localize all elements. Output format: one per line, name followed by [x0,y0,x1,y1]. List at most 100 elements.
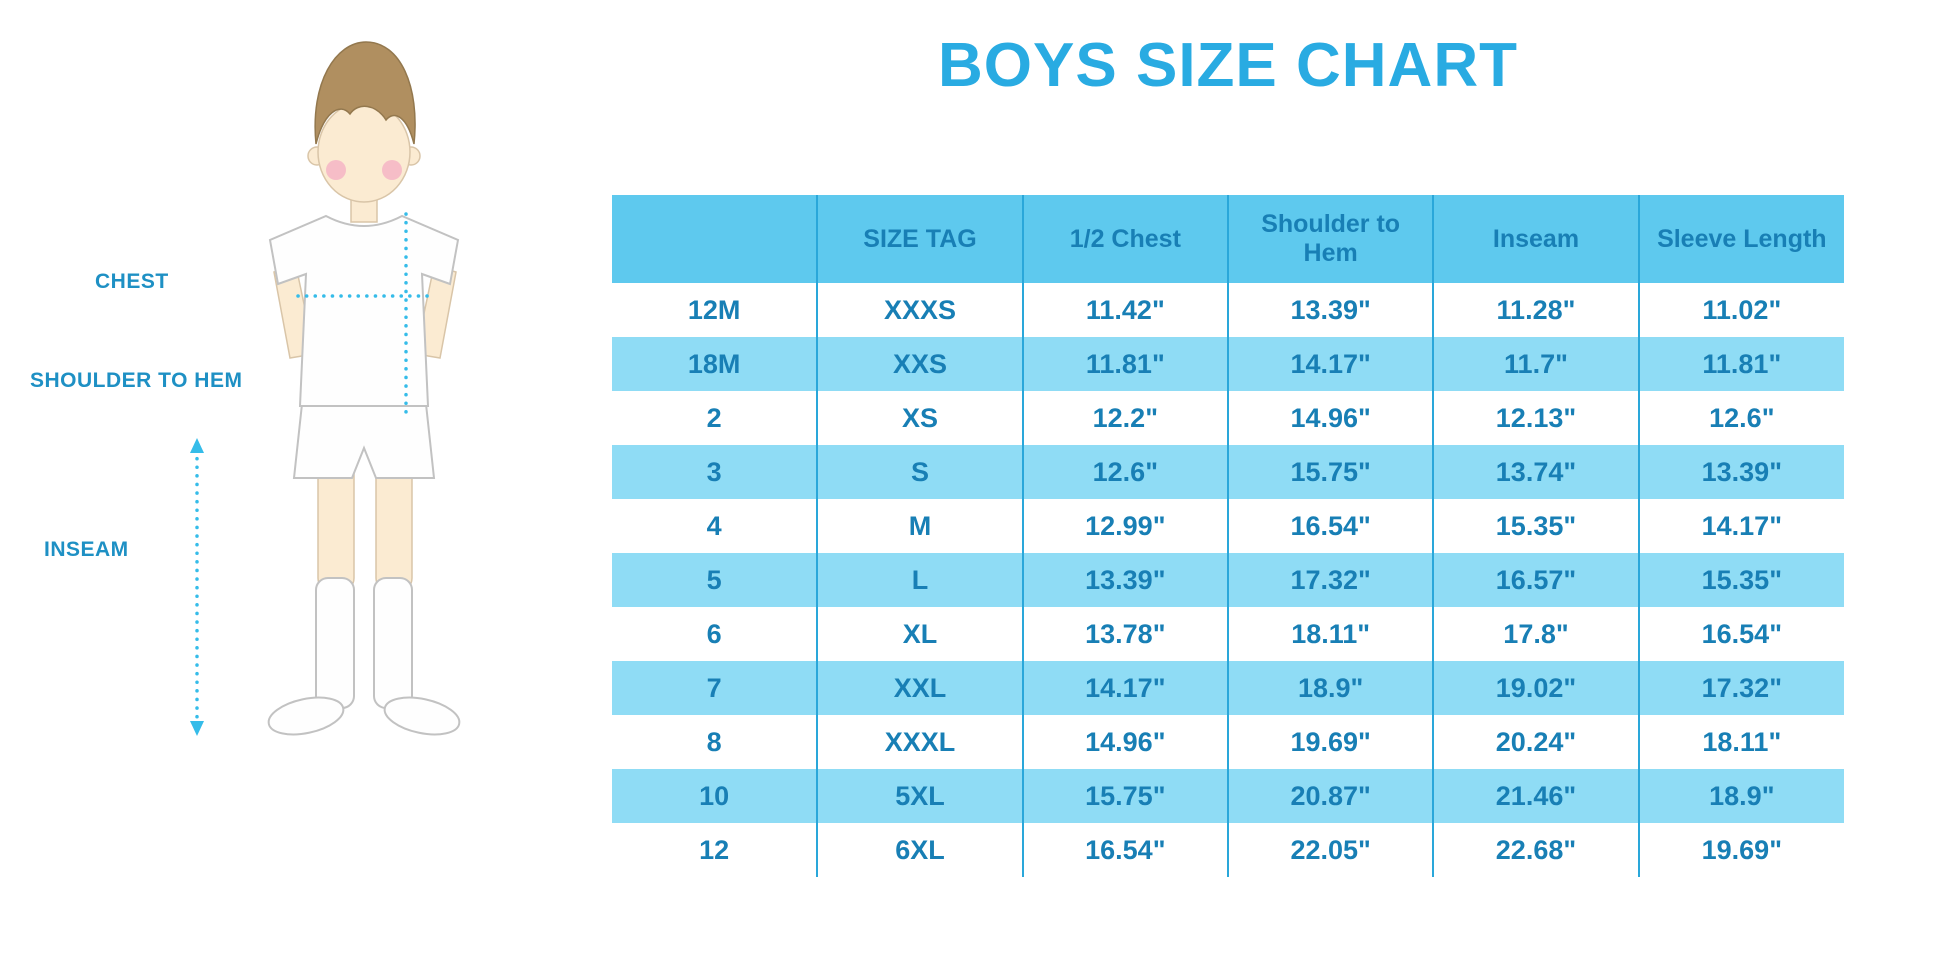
table-cell: 19.69" [1637,823,1844,877]
header-row: SIZE TAG 1/2 Chest Shoulder to Hem Inseam Sl… [612,195,1844,283]
table-row: 10 5XL 15.75" 20.87" 21.46" 18.9" [612,769,1844,823]
left-blush [326,160,346,180]
inseam-arrow-top [190,438,204,453]
table-cell: 12 [699,834,730,865]
table-cell: 19.69" [1226,715,1434,769]
table-row: 6 XL 13.78" 18.11" 17.8" 16.54" [612,607,1844,661]
table-cell: 18.9" [1226,661,1434,715]
chest-label: CHEST [95,270,169,293]
table-cell: 17.32" [1637,661,1844,715]
table-cell: 14.17" [1226,337,1434,391]
inseam-label: INSEAM [44,538,129,561]
table-cell: 12.13" [1432,391,1639,445]
shoulder-to-hem-label: SHOULDER TO HEM [30,369,243,392]
table-row: 12 6XL 16.54" 22.05" 22.68" 19.69" [612,823,1844,877]
page-title: BOYS SIZE CHART [938,31,1518,100]
table-body: 12M XXXS 11.42" 13.39" 11.28" 11.02" 18M XXS 11.… [612,283,1844,877]
table-cell: 11.7" [1432,337,1639,391]
right-foot [383,696,461,736]
table-cell: 6 [706,618,722,649]
table-cell: 20.24" [1432,715,1639,769]
shorts [292,403,436,479]
column-header [612,195,818,283]
table-cell: 5XL [816,769,1023,823]
table-row: 2 XS 12.2" 14.96" 12.13" 12.6" [612,391,1844,445]
table-cell: 5 [612,553,818,607]
table-cell: 12.6" [1021,445,1228,499]
table-cell: 14.17" [1637,499,1844,553]
table-cell: 16.54" [1637,607,1844,661]
table-cell: 16.54" [1021,823,1228,877]
column-header: Shoulder to Hem [1226,195,1434,283]
table-cell: L [816,553,1023,607]
table-cell: XXXS [816,283,1023,337]
table-cell: 14.96" [1021,715,1228,769]
right-blush [382,160,402,180]
left-sock [315,577,355,709]
table-cell: 21.46" [1432,769,1639,823]
table-row: 5 L 13.39" 17.32" 16.57" 15.35" [612,553,1844,607]
table-cell: XS [816,391,1023,445]
table-cell: 15.75" [1226,445,1434,499]
table-cell: 12.99" [1021,499,1228,553]
table-row: 4 M 12.99" 16.54" 15.35" 14.17" [612,499,1844,553]
table-cell: 13.78" [1021,607,1228,661]
column-header: Sleeve Length [1637,195,1844,283]
boy-illustration [190,41,461,736]
table-cell: 4 [706,510,722,541]
table-cell: 15.75" [1021,769,1228,823]
table-cell: 13.74" [1432,445,1639,499]
table-cell: 19.02" [1432,661,1639,715]
table-cell: 17.8" [1432,607,1639,661]
table-cell: 11.28" [1432,283,1639,337]
table-cell: XXL [816,661,1023,715]
table-row: 12M XXXS 11.42" 13.39" 11.28" 11.02" [612,283,1844,337]
table-cell: 13.39" [1021,553,1228,607]
table-cell: 13.39" [1226,283,1434,337]
table-cell: 18.9" [1637,769,1844,823]
table-cell: 16.54" [1226,499,1434,553]
table-cell: 11.81" [1637,337,1844,391]
table-row: 7 XXL 14.17" 18.9" 19.02" 17.32" [612,661,1844,715]
table-cell: XXXL [816,715,1023,769]
table-row: 8 XXXL 14.96" 19.69" 20.24" 18.11" [612,715,1844,769]
table-cell: 11.02" [1637,283,1844,337]
table-cell: 8 [706,726,722,757]
table-cell: 18M [612,337,818,391]
table-cell: 18.11" [1226,607,1434,661]
table-row: 18M XXS 11.81" 14.17" 11.7" 11.81" [612,337,1844,391]
table-cell: 11.81" [1021,337,1228,391]
face [317,101,411,203]
right-sock [373,577,413,709]
table-cell: 22.68" [1432,823,1639,877]
table-cell: 13.39" [1637,445,1844,499]
table-cell: 14.17" [1021,661,1228,715]
table-cell: 15.35" [1432,499,1639,553]
table-cell: 14.96" [1226,391,1434,445]
table-cell: 18.11" [1637,715,1844,769]
inseam-arrow-bottom [190,721,204,736]
left-foot [267,696,345,736]
table-cell: 22.05" [1226,823,1434,877]
table-cell: 3 [612,445,818,499]
table-head: SIZE TAG 1/2 Chest Shoulder to Hem Inseam Sl… [612,195,1844,283]
table-row: 3 S 12.6" 15.75" 13.74" 13.39" [612,445,1844,499]
hair [314,41,416,145]
table-cell: 2 [706,402,722,433]
table-cell: 12.2" [1021,391,1228,445]
column-header: Inseam [1432,195,1639,283]
table-cell: XL [816,607,1023,661]
table-cell: 17.32" [1226,553,1434,607]
table-cell: 6XL [816,823,1023,877]
table-cell: XXS [816,337,1023,391]
table-cell: 7 [612,661,818,715]
table-cell: 16.57" [1432,553,1639,607]
table-cell: 12M [687,294,741,325]
table-cell: M [816,499,1023,553]
table-cell: 12.6" [1637,391,1844,445]
column-header: 1/2 Chest [1021,195,1228,283]
table-cell: S [816,445,1023,499]
table-cell: 20.87" [1226,769,1434,823]
size-chart-table: SIZE TAG 1/2 Chest Shoulder to Hem Inseam Sl… [612,195,1844,877]
